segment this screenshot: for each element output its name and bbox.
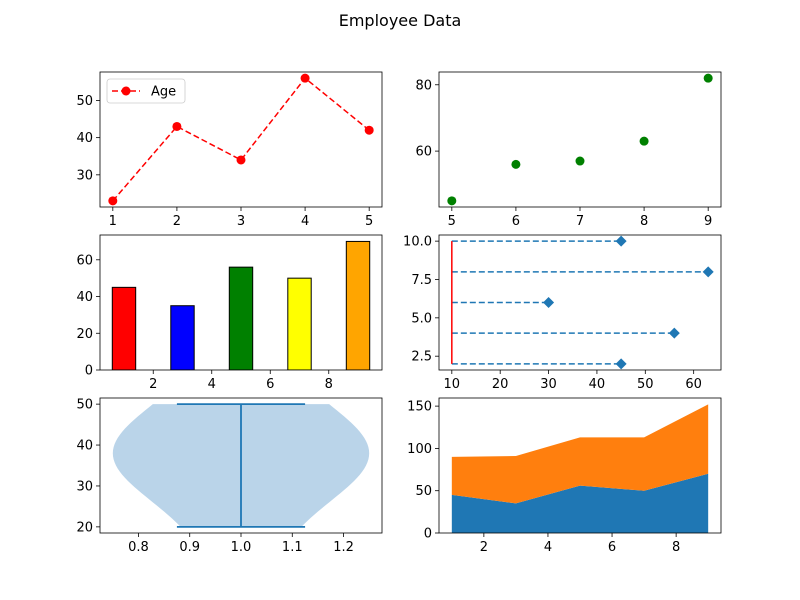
axes-frame — [99, 234, 383, 371]
scatter-point — [703, 73, 713, 83]
x-tick-label: 2 — [149, 377, 157, 392]
figure-title: Employee Data — [339, 11, 462, 30]
x-tick-label: 30 — [540, 377, 557, 392]
subplot-top-right: 5 6 7 8 9 60 80 — [415, 71, 722, 229]
y-tick-label: 5.0 — [411, 311, 432, 326]
y-tick-label: 150 — [407, 400, 432, 415]
diamond-marker — [668, 327, 680, 339]
plot-area-top-right — [447, 73, 713, 206]
x-tick-label: 4 — [301, 214, 309, 229]
plot-area-bottom-left — [112, 403, 370, 528]
y-tick-label: 20 — [76, 327, 93, 342]
y-tick-label: 50 — [415, 484, 432, 499]
x-tick-label: 5 — [448, 214, 456, 229]
y-tick-label: 10.0 — [403, 235, 432, 250]
legend-marker-swatch — [121, 86, 131, 96]
y-tick-label: 60 — [415, 145, 432, 160]
y-tick-label: 50 — [76, 398, 93, 413]
y-tick-label: 2.5 — [411, 350, 432, 365]
bar — [345, 240, 371, 370]
x-tick-label: 10 — [444, 377, 461, 392]
y-tick-label: 40 — [76, 131, 93, 146]
x-tick-label: 50 — [637, 377, 654, 392]
y-tick-label: 7.5 — [411, 273, 432, 288]
x-tick-label: 2 — [173, 214, 181, 229]
area-series-2 — [451, 404, 709, 504]
subplot-top-left: Age 1 2 3 4 5 30 40 50 — [76, 71, 383, 229]
legend-label-age: Age — [151, 85, 176, 100]
plot-area-top-left — [108, 73, 374, 206]
diamond-marker — [615, 358, 627, 370]
y-tick-label: 40 — [76, 439, 93, 454]
y-tick-label: 100 — [407, 442, 432, 457]
x-tick-label: 1 — [109, 214, 117, 229]
bar — [287, 277, 312, 370]
y-tick-label: 40 — [76, 290, 93, 305]
axes-frame — [438, 234, 722, 371]
y-tick-label: 30 — [76, 479, 93, 494]
x-tick-label: 6 — [608, 540, 616, 555]
data-point-age — [236, 155, 246, 165]
x-tick-label: 4 — [208, 377, 216, 392]
subplot-bottom-right: 2 4 6 8 0 50 100 150 — [407, 397, 722, 555]
scatter-point — [575, 156, 585, 166]
y-tick-label: 60 — [76, 253, 93, 268]
subplot-bottom-left: 0.8 0.9 1.0 1.1 1.2 20 30 40 50 — [76, 397, 383, 555]
data-point-age — [172, 121, 182, 131]
axes-frame — [438, 397, 722, 534]
subplot-middle-left: 2 4 6 8 0 20 40 60 — [76, 234, 383, 392]
bar — [228, 266, 254, 370]
x-tick-label: 4 — [544, 540, 552, 555]
plot-area-bottom-right — [451, 404, 709, 533]
x-tick-label: 1.1 — [282, 540, 303, 555]
plot-area-middle-right — [451, 235, 714, 370]
x-tick-label: 9 — [704, 214, 712, 229]
bar — [170, 305, 195, 370]
x-tick-label: 60 — [685, 377, 702, 392]
scatter-point — [639, 136, 649, 146]
legend: Age — [106, 78, 186, 104]
y-tick-label: 0 — [424, 527, 432, 542]
y-tick-label: 0 — [85, 364, 93, 379]
series-line-age — [112, 77, 370, 202]
x-tick-label: 8 — [640, 214, 648, 229]
x-tick-label: 3 — [237, 214, 245, 229]
data-point-age — [364, 125, 374, 135]
scatter-point — [511, 159, 521, 169]
x-tick-label: 5 — [365, 214, 373, 229]
x-tick-label: 0.8 — [128, 540, 149, 555]
x-tick-label: 20 — [492, 377, 509, 392]
diamond-marker — [543, 297, 555, 308]
x-tick-label: 7 — [576, 214, 584, 229]
subplot-middle-right: 10 20 30 40 50 60 2.5 5.0 7.5 10.0 — [403, 234, 722, 392]
x-tick-label: 1.0 — [231, 540, 252, 555]
x-tick-label: 0.9 — [179, 540, 200, 555]
x-tick-label: 6 — [266, 377, 274, 392]
data-point-age — [300, 73, 310, 83]
legend-box — [106, 78, 186, 104]
y-tick-label: 20 — [76, 520, 93, 535]
scatter-point — [447, 196, 457, 206]
y-tick-label: 30 — [76, 168, 93, 183]
x-tick-label: 2 — [480, 540, 488, 555]
x-tick-label: 8 — [325, 377, 333, 392]
x-tick-label: 40 — [589, 377, 606, 392]
data-point-age — [108, 196, 118, 206]
diamond-marker — [615, 235, 627, 247]
area-series-1 — [451, 473, 709, 533]
x-tick-label: 1.2 — [333, 540, 354, 555]
y-tick-label: 80 — [415, 78, 432, 93]
x-tick-label: 6 — [512, 214, 520, 229]
bar — [111, 286, 137, 370]
diamond-marker — [702, 266, 714, 278]
y-tick-label: 50 — [76, 94, 93, 109]
plot-area-middle-left — [111, 240, 371, 370]
x-tick-label: 8 — [672, 540, 680, 555]
